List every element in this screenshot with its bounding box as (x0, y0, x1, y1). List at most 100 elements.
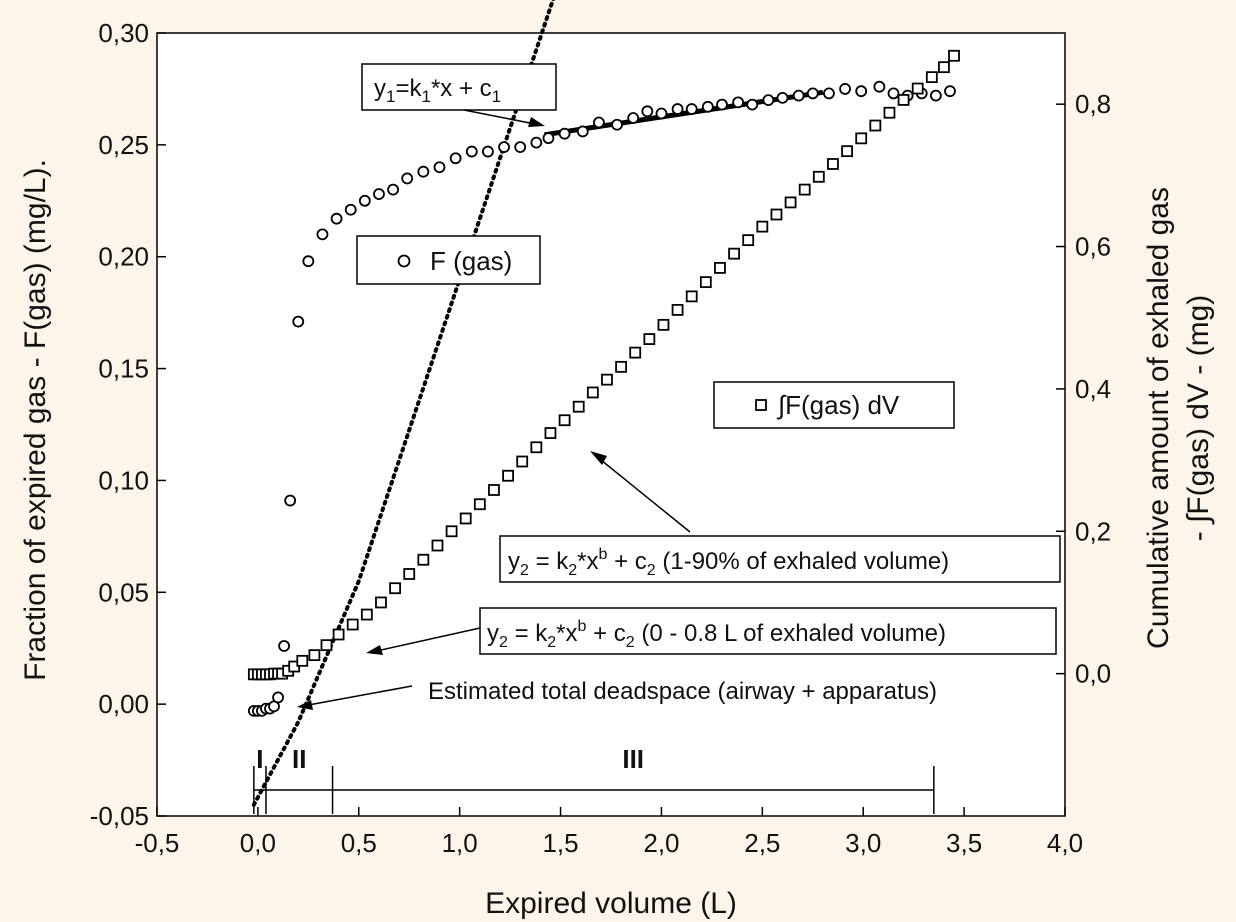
data-point-circle (316, 228, 329, 241)
data-point-circle (449, 152, 462, 165)
legend-square: ∫F(gas) dV (713, 381, 955, 429)
data-point-circle (284, 494, 297, 507)
data-point-circle (330, 212, 343, 225)
fit1-sub: 1 (492, 87, 501, 106)
data-point-circle (292, 315, 305, 328)
deadspace-label: Estimated total deadspace (airway + appa… (428, 678, 937, 705)
fit2a-sup: b (599, 546, 608, 563)
data-point-square (925, 71, 938, 84)
data-point-square (699, 276, 712, 289)
fit-lines (251, 0, 824, 807)
data-point-circle (762, 94, 775, 107)
x-tick-label: 1,0 (442, 828, 478, 858)
data-point-square (685, 290, 698, 303)
fit2a-part: y (508, 548, 520, 575)
data-point-square (417, 553, 430, 566)
data-series (247, 49, 960, 717)
fit1-part: y (374, 75, 386, 102)
legend-square-marker (755, 399, 767, 411)
fit2a-sub: 2 (520, 562, 529, 579)
legend-circle-label: F (gas) (430, 246, 512, 276)
fit2b-arrow (371, 627, 481, 653)
data-point-square (558, 414, 571, 427)
data-point-square (375, 596, 387, 609)
y-right-axis-label-line2: - ∫F(gas) dV - (mg) (1182, 295, 1215, 542)
data-point-circle (929, 89, 942, 102)
data-point-circle (592, 116, 605, 129)
data-point-circle (433, 161, 446, 174)
region-label: III (622, 744, 644, 774)
annotation-fit2a: y2 = k2*xb + c2 (1-90% of exhaled volume… (499, 451, 1061, 583)
legend-square-label: ∫F(gas) dV (776, 390, 900, 420)
fit2b-arrowhead (366, 645, 383, 655)
svg-text:y2 = k2*xb + c2 (0 - 0.8 L of: y2 = k2*xb + c2 (0 - 0.8 L of exhaled vo… (487, 618, 946, 651)
data-point-circle (716, 98, 728, 111)
data-point-square (572, 400, 585, 413)
y-left-axis-label: Fraction of expired gas - F(gas) (mg/L). (19, 159, 52, 681)
data-point-circle (530, 136, 543, 149)
data-point-square (643, 333, 656, 345)
fit2a-part: + c (607, 548, 646, 575)
data-point-circle (855, 85, 868, 98)
data-point-circle (514, 141, 527, 153)
data-point-square (544, 427, 557, 439)
data-point-circle (792, 89, 805, 102)
data-point-circle (839, 83, 851, 95)
data-point-square (296, 654, 309, 667)
data-point-square (911, 82, 924, 95)
legend-circle: F (gas) (356, 235, 541, 285)
fit2a-sub: 2 (568, 562, 577, 579)
svg-text:y1=k1*x + c1: y1=k1*x + c1 (374, 75, 501, 106)
x-tick-label: 1,5 (542, 828, 578, 858)
fit1-arrowhead (528, 117, 545, 127)
data-point-square (756, 220, 769, 233)
y-right-tick-label: 0,0 (1075, 659, 1111, 689)
annotation-fit1: y1=k1*x + c1 (361, 63, 557, 127)
x-tick-labels: -0,5 0,0 0,5 1,0 1,5 2,0 2,5 3,0 3,5 4,0 (135, 828, 1083, 858)
data-point-circle (465, 145, 478, 158)
y-right-tick-label: 0,2 (1075, 516, 1111, 546)
data-point-circle (732, 96, 745, 109)
data-point-square (530, 441, 543, 454)
data-point-square (841, 145, 853, 158)
data-point-circle (701, 100, 714, 113)
data-point-square (728, 247, 740, 260)
data-point-square (897, 94, 910, 106)
x-tick-label: 3,5 (946, 828, 982, 858)
fit1-sub: 1 (421, 87, 430, 106)
y-left-tick-label: -0,05 (90, 801, 149, 831)
data-point-square (516, 455, 529, 468)
data-point-circle (278, 640, 291, 652)
fit2a-sub: 2 (647, 562, 656, 579)
fit2b-part: *x (556, 620, 577, 647)
data-point-square (308, 649, 321, 662)
y-left-tick-labels: -0,05 0,00 0,05 0,10 0,15 0,20 0,25 0,30 (90, 18, 149, 831)
data-point-square (812, 170, 825, 183)
fit2b-sub: 2 (626, 634, 635, 651)
tick-marks (156, 32, 1066, 817)
fit2a-part: (1-90% of exhaled volume) (656, 548, 949, 575)
y-left-tick-label: 0,25 (98, 130, 149, 160)
data-point-circle (344, 203, 357, 216)
data-point-square (389, 582, 401, 595)
data-point-square (459, 512, 472, 525)
data-point-circle (387, 183, 399, 196)
annotation-fit2b: y2 = k2*xb + c2 (0 - 0.8 L of exhaled vo… (366, 607, 1057, 655)
data-point-circle (685, 103, 698, 115)
data-point-square (714, 261, 726, 274)
data-point-square (346, 618, 359, 631)
data-point-square (403, 568, 416, 580)
data-point-circle (373, 188, 385, 200)
x-tick-label: 2,0 (643, 828, 679, 858)
data-point-square (360, 608, 373, 621)
data-point-circle (746, 98, 759, 111)
data-point-square (488, 484, 500, 496)
data-point-square (770, 208, 783, 221)
y-right-tick-label: 0,4 (1075, 374, 1111, 404)
y-right-tick-label: 0,8 (1075, 89, 1111, 119)
data-point-square (671, 303, 684, 316)
data-point-square (615, 360, 627, 373)
x-tick-label: 0,0 (240, 828, 276, 858)
data-point-square (431, 539, 444, 552)
data-point-circle (641, 105, 654, 118)
